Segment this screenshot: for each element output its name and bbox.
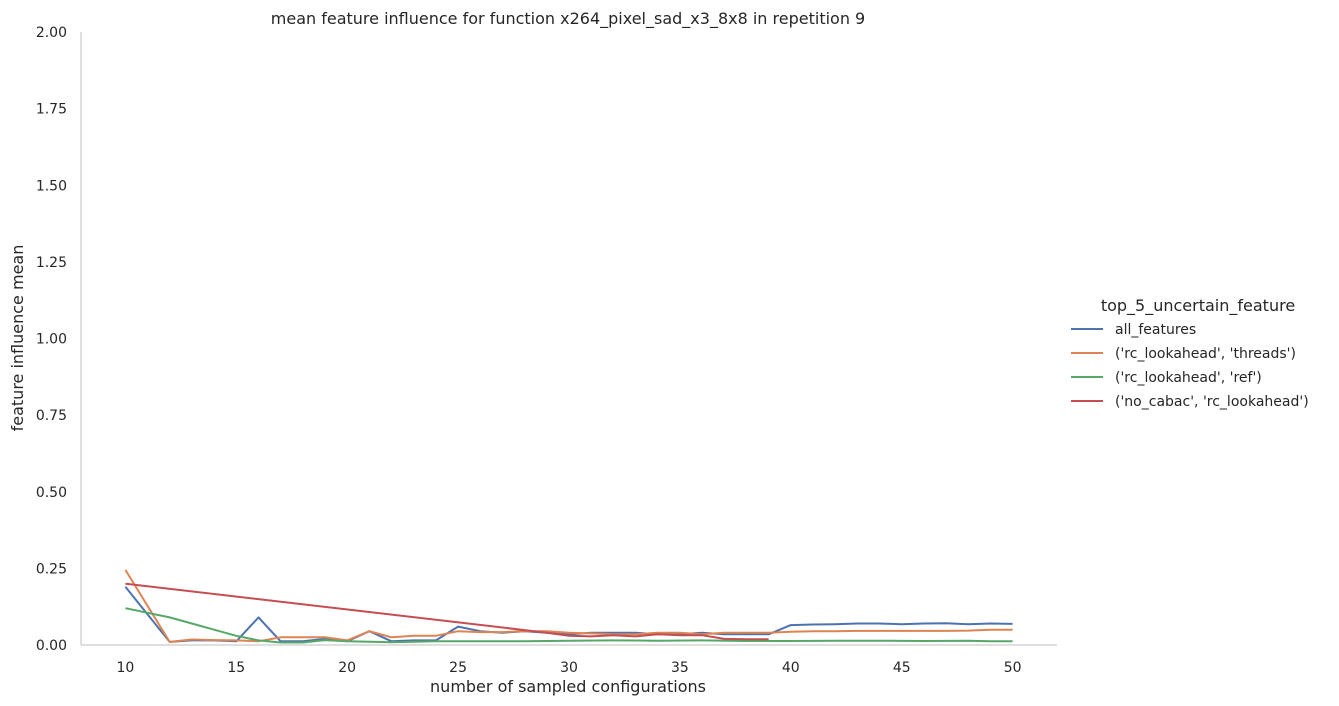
legend-entry: ('no_cabac', 'rc_lookahead') xyxy=(1115,394,1309,410)
chart-title: mean feature influence for function x264… xyxy=(271,9,865,29)
series-line xyxy=(125,582,769,641)
series-line xyxy=(124,569,1013,643)
y-tick-label: 1.75 xyxy=(36,102,67,118)
x-tick-label: 15 xyxy=(227,660,245,676)
y-tick-label: 2.00 xyxy=(36,25,67,41)
y-tick-label: 0.75 xyxy=(36,408,67,424)
legend-title: top_5_uncertain_feature xyxy=(1101,296,1295,316)
x-tick-label: 50 xyxy=(1004,660,1022,676)
x-axis: 10 15 20 25 30 35 40 45 50 xyxy=(81,644,1057,676)
y-tick-label: 1.25 xyxy=(36,255,67,271)
y-tick-label: 0.50 xyxy=(36,485,67,501)
x-tick-label: 25 xyxy=(449,660,467,676)
y-axis-label: feature influence mean xyxy=(8,245,27,432)
y-tick-label: 1.50 xyxy=(36,178,67,194)
y-tick-label: 1.00 xyxy=(36,332,67,348)
legend-entry: ('rc_lookahead', 'ref') xyxy=(1115,370,1262,386)
x-tick-label: 35 xyxy=(671,660,689,676)
legend: top_5_uncertain_feature all_features ('rc… xyxy=(1071,296,1309,410)
series-layer xyxy=(124,569,1013,644)
y-tick-label: 0.00 xyxy=(36,638,67,654)
x-tick-label: 20 xyxy=(338,660,356,676)
series-line xyxy=(125,607,1013,644)
x-tick-label: 30 xyxy=(560,660,578,676)
x-tick-label: 10 xyxy=(116,660,134,676)
legend-entry: all_features xyxy=(1115,322,1196,338)
x-axis-label: number of sampled configurations xyxy=(430,677,706,696)
x-tick-label: 45 xyxy=(893,660,911,676)
legend-entry: ('rc_lookahead', 'threads') xyxy=(1115,346,1296,362)
y-tick-label: 0.25 xyxy=(36,561,67,577)
x-tick-label: 40 xyxy=(782,660,800,676)
y-axis: 0.00 0.25 0.50 0.75 1.00 1.25 1.50 1.75 2.00 xyxy=(36,25,82,654)
